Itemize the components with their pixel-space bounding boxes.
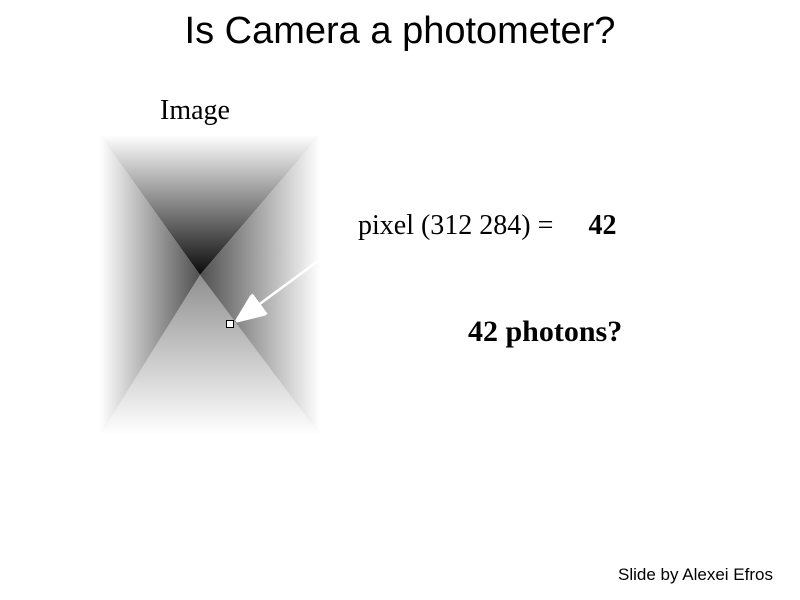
slide-credit: Slide by Alexei Efros bbox=[618, 565, 773, 585]
pixel-readout: pixel (312 284) = 42 bbox=[358, 210, 616, 242]
image-label-text: Image bbox=[160, 95, 230, 126]
credit-text: Slide by Alexei Efros bbox=[618, 565, 773, 584]
slide: Is Camera a photometer? Image bbox=[0, 0, 800, 600]
slide-title: Is Camera a photometer? bbox=[0, 10, 800, 53]
photons-question: 42 photons? bbox=[468, 315, 622, 349]
photons-text: 42 photons? bbox=[468, 315, 622, 348]
pixel-label: pixel (312 284) = bbox=[358, 210, 553, 241]
synthetic-image bbox=[100, 135, 320, 435]
title-text: Is Camera a photometer? bbox=[185, 10, 616, 52]
pixel-value: 42 bbox=[588, 210, 616, 241]
image-label: Image bbox=[160, 95, 230, 127]
pixel-marker bbox=[226, 320, 234, 328]
